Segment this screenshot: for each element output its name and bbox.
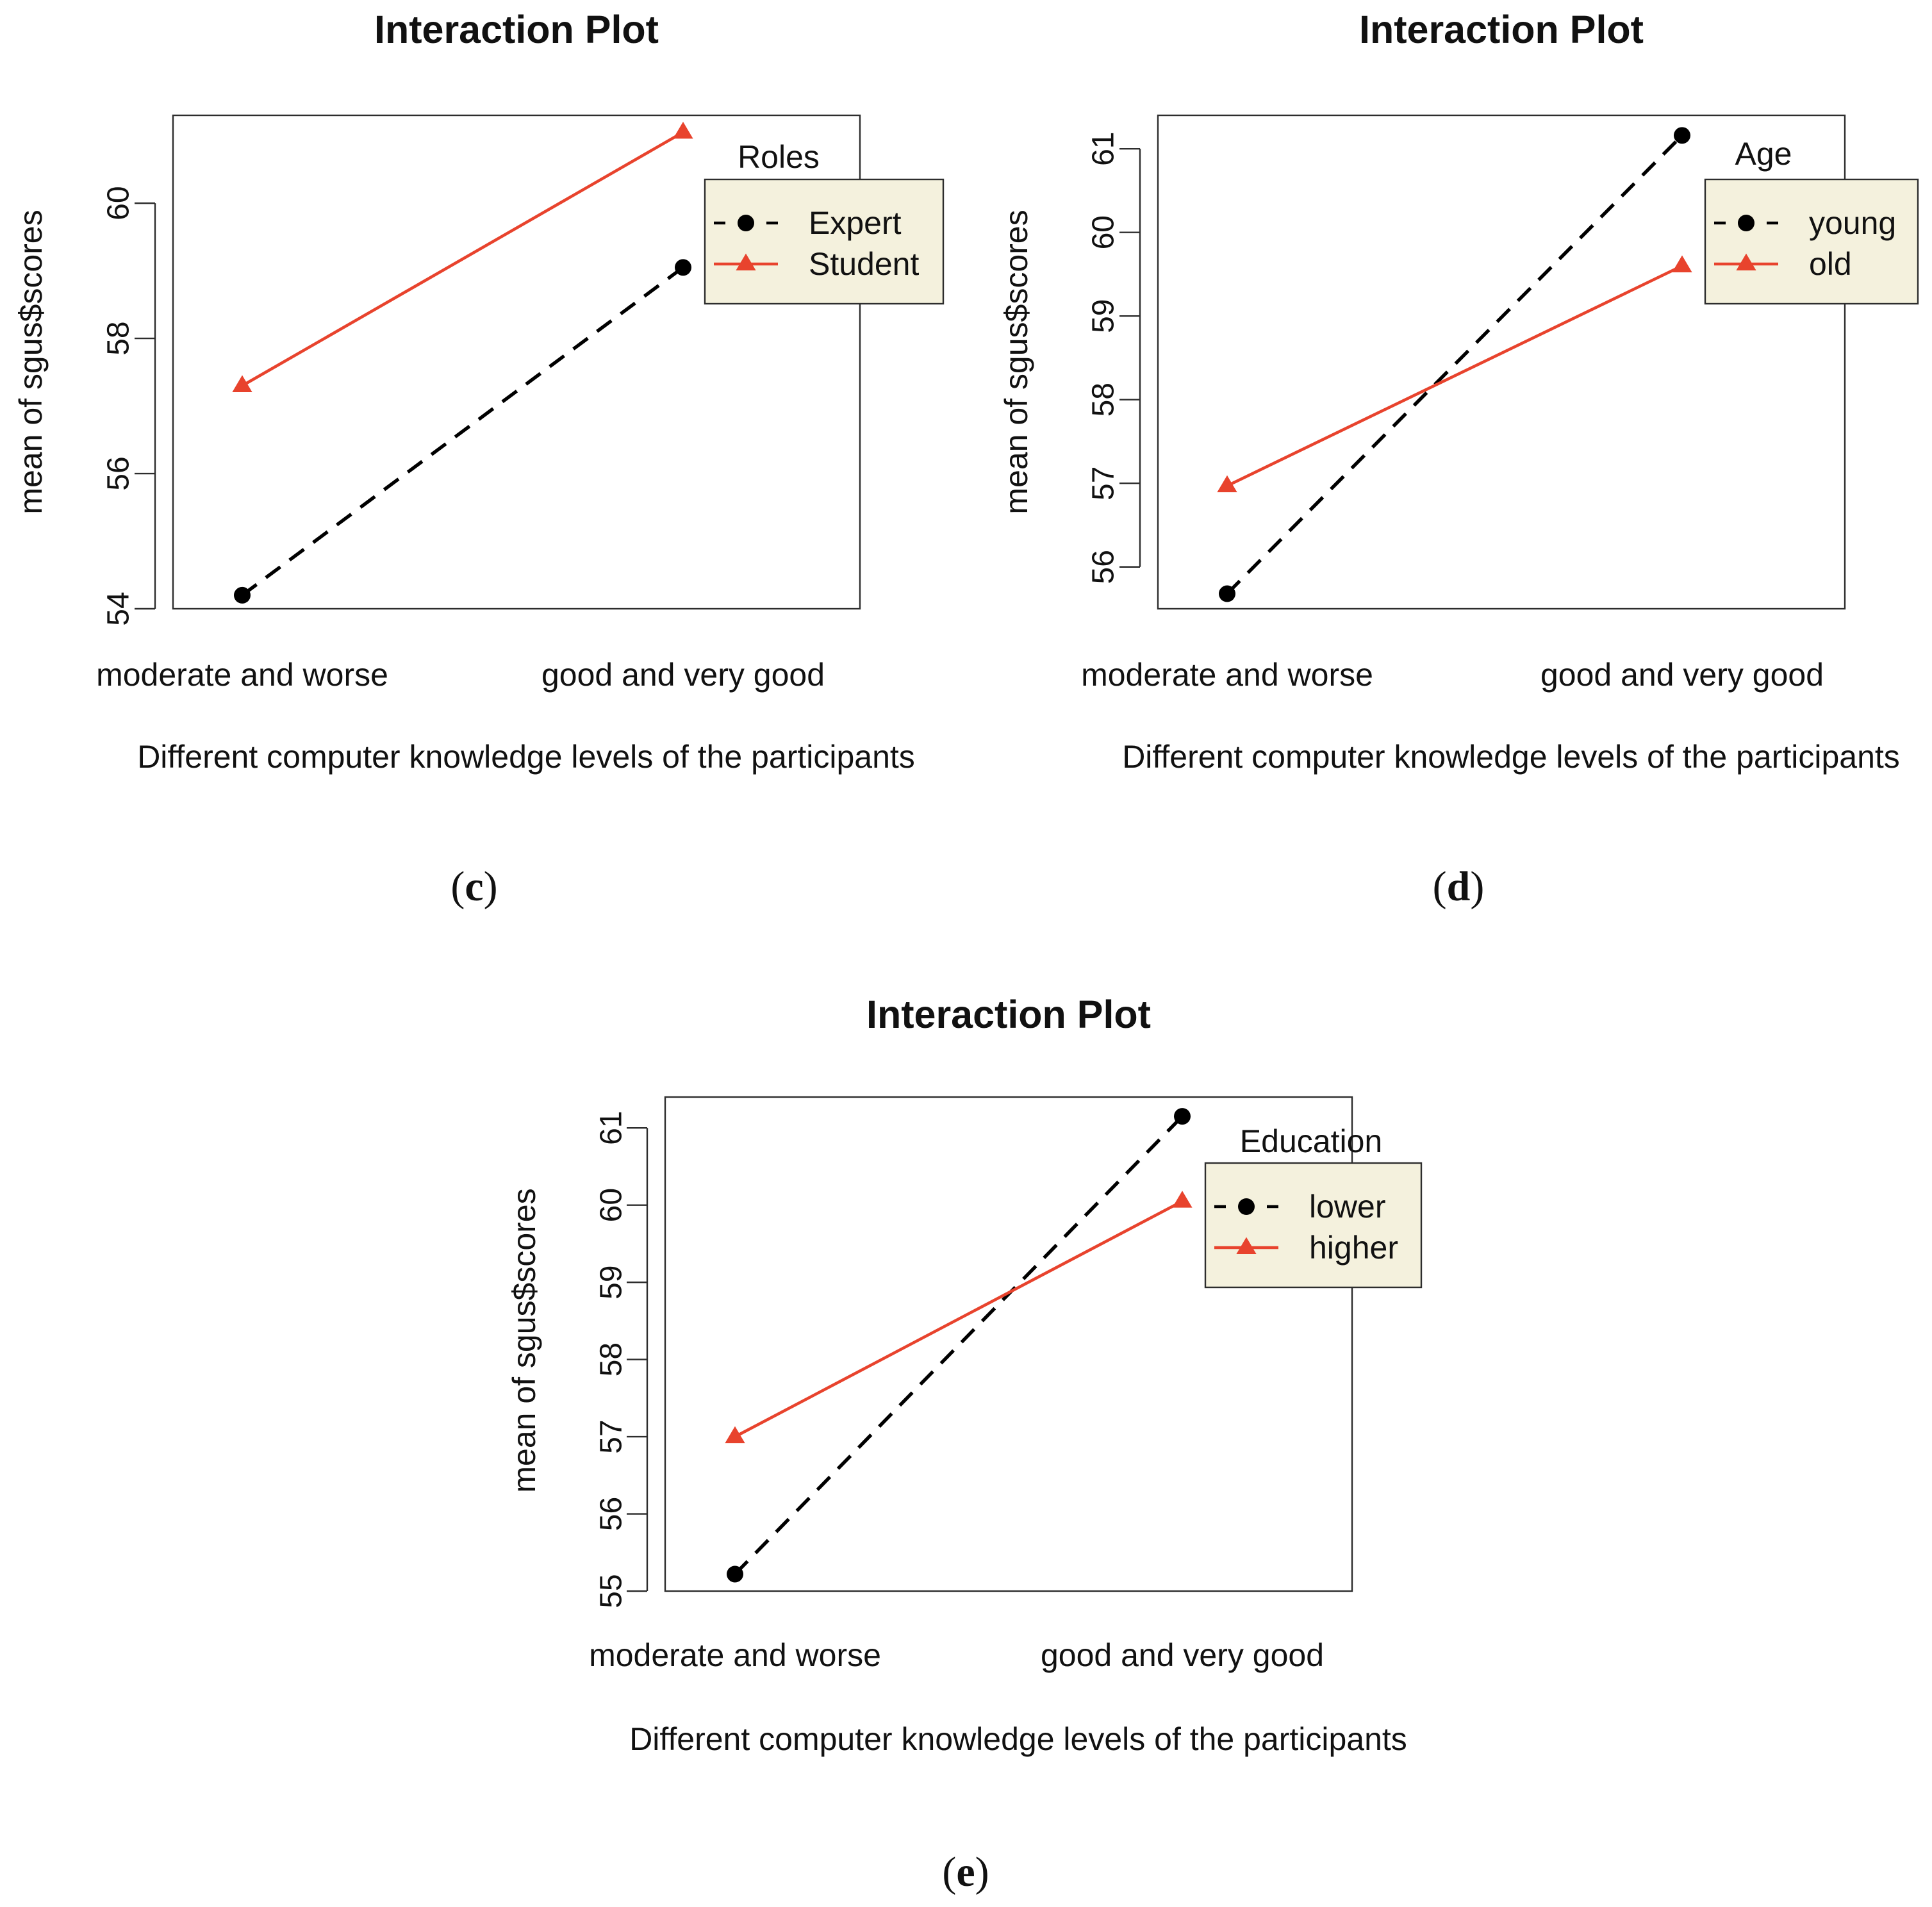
legend-marker-higher — [1236, 1237, 1257, 1255]
x-axis-label: Different computer knowledge levels of t… — [629, 1721, 1407, 1757]
x-axis-label: Different computer knowledge levels of t… — [1122, 739, 1900, 775]
y-tick-label: 56 — [595, 1497, 629, 1531]
legend-box — [1704, 178, 1919, 305]
legend-box — [1204, 1162, 1423, 1289]
chart-panel-c: Interaction Plot 54 56 58 60 mean of sgus$sco… — [13, 8, 945, 910]
chart-title: Interaction Plot — [374, 8, 659, 51]
y-tick-label: 57 — [595, 1419, 629, 1453]
legend-label-old: old — [1809, 246, 1852, 282]
x-category-label: moderate and worse — [1081, 657, 1373, 693]
legend: Expert Student — [704, 178, 945, 305]
panel-label-letter: c — [465, 863, 483, 910]
legend-label-young: young — [1809, 205, 1896, 241]
y-axis-label: mean of sgus$scores — [13, 210, 49, 514]
panel-label: (e) — [942, 1849, 989, 1895]
panel-label-open-paren: ( — [1433, 863, 1447, 910]
x-category-label: moderate and worse — [589, 1637, 881, 1673]
data-point-lower-good-and-very-good — [1174, 1108, 1191, 1125]
y-tick-label: 57 — [1087, 466, 1121, 500]
legend-marker-expert — [738, 215, 754, 231]
legend-label-expert: Expert — [809, 205, 902, 241]
legend-label-lower: lower — [1309, 1189, 1385, 1225]
series-line-young — [1226, 134, 1683, 595]
data-point-higher-good-and-very-good — [1172, 1191, 1193, 1208]
y-tick-label: 58 — [1087, 383, 1121, 417]
y-tick-label: 55 — [595, 1574, 629, 1608]
data-point-expert-moderate-and-worse — [234, 586, 251, 604]
legend: lower higher — [1204, 1162, 1423, 1289]
panel-label-close-paren: ) — [484, 863, 498, 910]
panel-label-letter: d — [1447, 863, 1471, 910]
legend-title: Education — [1240, 1123, 1382, 1159]
legend-label-student: Student — [809, 246, 919, 282]
y-tick-label: 60 — [1087, 215, 1121, 249]
legend-marker-lower — [1238, 1198, 1255, 1215]
data-point-young-moderate-and-worse — [1219, 585, 1235, 602]
x-category-label: good and very good — [1041, 1637, 1324, 1673]
series-line-student — [241, 131, 684, 387]
data-point-old-moderate-and-worse — [1217, 475, 1237, 493]
y-tick-label: 59 — [1087, 299, 1121, 333]
series-line-old — [1226, 264, 1683, 488]
data-point-higher-moderate-and-worse — [725, 1426, 745, 1444]
y-tick-label: 60 — [102, 186, 136, 220]
legend-marker-old — [1736, 253, 1756, 271]
panel-label-close-paren: ) — [1470, 863, 1484, 910]
x-axis-label: Different computer knowledge levels of t… — [137, 739, 915, 775]
legend-marker-young — [1738, 215, 1754, 231]
y-tick-label: 60 — [595, 1188, 629, 1222]
series-line-expert — [241, 266, 684, 597]
x-category-label: moderate and worse — [96, 657, 388, 693]
y-tick-label: 61 — [1087, 132, 1121, 166]
data-point-student-moderate-and-worse — [232, 375, 252, 392]
y-tick-label: 58 — [595, 1342, 629, 1376]
plot-frame — [1157, 114, 1846, 610]
panel-label-letter: e — [956, 1849, 975, 1895]
y-tick-label: 58 — [102, 321, 136, 355]
y-tick-label: 59 — [595, 1265, 629, 1299]
series-line-lower — [734, 1115, 1184, 1576]
legend-title: Roles — [738, 139, 820, 175]
panel-label-open-paren: ( — [942, 1849, 956, 1895]
series-line-higher — [734, 1200, 1184, 1439]
y-tick-label: 56 — [1087, 550, 1121, 584]
plot-frame — [172, 114, 861, 610]
data-point-old-good-and-very-good — [1672, 255, 1692, 272]
y-tick-label: 61 — [595, 1110, 629, 1144]
x-category-label: good and very good — [541, 657, 825, 693]
panel-label: (d) — [1433, 863, 1485, 910]
chart-title: Interaction Plot — [1359, 8, 1644, 51]
y-tick-label: 54 — [102, 591, 136, 625]
y-tick-label: 56 — [102, 456, 136, 490]
legend-box — [704, 178, 945, 305]
legend-marker-student — [736, 253, 756, 271]
y-axis-label: mean of sgus$scores — [998, 210, 1034, 514]
panel-label-open-paren: ( — [450, 863, 465, 910]
legend-label-higher: higher — [1309, 1230, 1398, 1266]
data-point-young-good-and-very-good — [1674, 127, 1690, 144]
panel-label: (c) — [450, 863, 497, 910]
data-point-lower-moderate-and-worse — [727, 1565, 743, 1583]
chart-title: Interaction Plot — [866, 993, 1151, 1036]
legend: young old — [1704, 178, 1919, 305]
x-category-label: good and very good — [1540, 657, 1824, 693]
y-axis-label: mean of sgus$scores — [506, 1188, 542, 1492]
legend-title: Age — [1735, 136, 1792, 172]
data-point-expert-good-and-very-good — [675, 259, 691, 276]
chart-panel-d: Interaction Plot 56 57 58 59 60 61 mean of sgus… — [998, 8, 1919, 910]
data-point-student-good-and-very-good — [673, 122, 693, 139]
panel-label-close-paren: ) — [975, 1849, 989, 1895]
chart-panel-e: Interaction Plot 55 56 57 58 59 60 61 mean of sg… — [506, 993, 1423, 1895]
plot-frame — [664, 1096, 1353, 1592]
